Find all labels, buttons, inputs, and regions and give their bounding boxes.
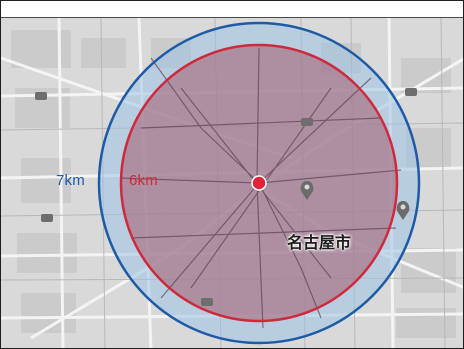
route-shield-icon <box>35 88 417 306</box>
pin-icon <box>300 181 314 200</box>
city-name-label: 名古屋市 <box>287 233 352 252</box>
center-point[interactable] <box>251 175 267 191</box>
radius-map[interactable] <box>1 18 464 349</box>
radius-6km-ring <box>119 43 399 323</box>
pin-icon <box>396 201 410 220</box>
radius-7km-label: 7km <box>56 172 85 189</box>
top-bar <box>1 1 463 18</box>
radius-7km-ring <box>97 21 421 345</box>
radius-6km-label: 6km <box>129 172 158 189</box>
